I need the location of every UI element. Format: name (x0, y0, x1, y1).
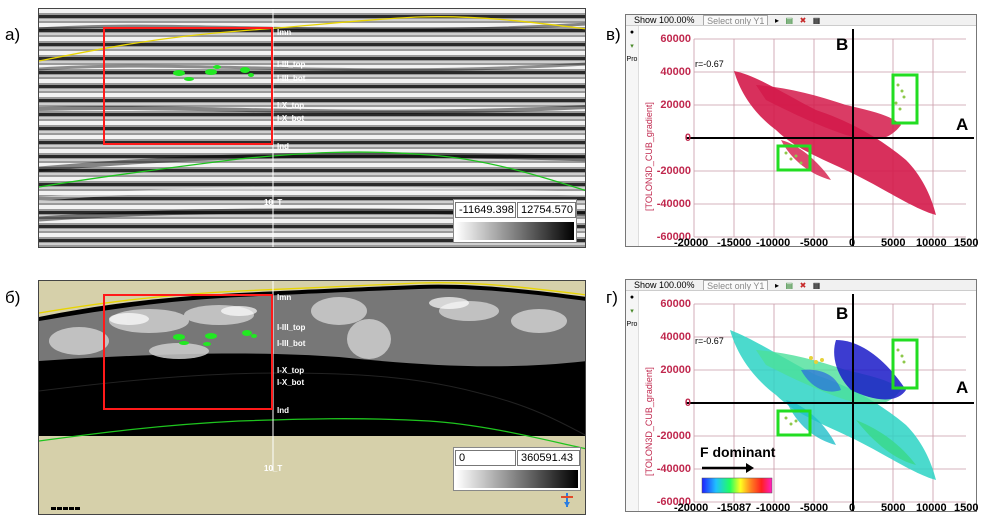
legend-label: F dominant (700, 444, 776, 460)
tool-icon[interactable]: ▸ (774, 281, 779, 290)
crossplot-toolbar: Show 100.00% Select only Y1 ▸ ▤ ✖ ▦ (626, 15, 976, 26)
y-tick: 40000 (660, 66, 691, 78)
y-tick: 20000 (660, 364, 691, 376)
seismic-image-a (39, 9, 585, 247)
show-percent-field[interactable]: Show 100.00% (634, 15, 695, 25)
panel-g-letter: г) (606, 288, 618, 307)
tool-icon[interactable]: ✖ (799, 16, 807, 25)
tool-icon[interactable]: ▦ (812, 16, 821, 25)
horizon-label: I-X_bot (277, 114, 305, 123)
label-a: A (956, 378, 969, 397)
y-tick: -60000 (656, 231, 691, 243)
seismic-section-a: Imn I-III_top I-III_bot I-X_top I-X_bot … (38, 8, 586, 248)
tool-icon[interactable]: ▸ (774, 16, 779, 25)
horizon-label: I-III_bot (277, 339, 306, 348)
crossplot-sidebar: ● ▾ Pro (626, 291, 639, 511)
x-tick: -20000 (674, 237, 709, 249)
colorbar-min[interactable]: 0 (455, 450, 516, 466)
x-tick: 0 (849, 237, 856, 249)
horizon-label: Ind (277, 406, 289, 415)
tool-icon[interactable]: ▦ (812, 281, 821, 290)
x-tick: -20000 (674, 502, 709, 514)
x-tick: 1500 (954, 237, 979, 249)
x-tick: 5000 (881, 502, 906, 514)
x-tick: -5000 (800, 502, 829, 514)
label-b: B (836, 304, 849, 323)
y-tick: 0 (684, 132, 691, 144)
label-b: B (836, 35, 849, 54)
y-tick: -20000 (656, 165, 691, 177)
x-tick: 5000 (881, 237, 906, 249)
x-tick: -15000 (717, 237, 752, 249)
y-tick: -40000 (656, 463, 691, 475)
x-tick: 10000 (916, 237, 947, 249)
tool-icon[interactable]: ▤ (785, 16, 794, 25)
colorbar-b: 0 360591.43 (453, 447, 581, 491)
horizon-label: I-III_top (277, 60, 306, 69)
red-box-b (103, 294, 273, 410)
y-tick: 40000 (660, 331, 691, 343)
y-tick: 60000 (660, 298, 691, 310)
r-value: r=-0.67 (695, 59, 724, 69)
select-only-dropdown[interactable]: Select only Y1 (703, 15, 769, 25)
y-tick: -40000 (656, 198, 691, 210)
colorbar-gradient (456, 222, 574, 240)
colorbar-min[interactable]: -11649.398 (455, 202, 516, 218)
horizon-label: Ind (277, 142, 289, 151)
red-box-a (103, 27, 273, 145)
x-tick: -10000 (756, 502, 791, 514)
crossplot-g: Show 100.00% Select only Y1 ▸ ▤ ✖ ▦ ● ▾ Pr… (625, 279, 979, 514)
y-tick: 0 (684, 397, 691, 409)
colorbar-max[interactable]: 360591.43 (517, 450, 580, 466)
show-percent-field[interactable]: Show 100.00% (634, 280, 695, 290)
horizon-label: I-X_bot (277, 378, 305, 387)
x-tick: -10000 (756, 237, 791, 249)
tool-icon[interactable]: ✖ (799, 281, 807, 290)
horizon-label: I-III_top (277, 323, 306, 332)
x-tick: 10000 (916, 502, 947, 514)
y-tick: -20000 (656, 430, 691, 442)
horizon-label: 10_T (264, 464, 283, 473)
horizon-label: Imn (277, 28, 292, 37)
panel-b-letter: б) (5, 288, 21, 307)
crossplot-sidebar: ● ▾ Pro (626, 26, 639, 246)
horizon-label: 10_T (264, 198, 283, 207)
select-only-dropdown[interactable]: Select only Y1 (703, 280, 769, 290)
colorbar-gradient (456, 470, 578, 488)
horizon-label: I-X_top (277, 366, 305, 375)
r-value: r=-0.67 (695, 336, 724, 346)
x-tick: 1500 (954, 502, 979, 514)
horizon-label: I-III_bot (277, 74, 306, 83)
seismic-section-b: Imn I-III_top I-III_bot I-X_top I-X_bot … (38, 280, 586, 515)
tool-icon[interactable]: ▤ (785, 281, 794, 290)
y-tick: 60000 (660, 33, 691, 45)
scatter-plot-v (686, 27, 974, 246)
crossplot-toolbar: Show 100.00% Select only Y1 ▸ ▤ ✖ ▦ (626, 280, 976, 291)
colorbar-max[interactable]: 12754.570 (517, 202, 576, 218)
crossplot-v: Show 100.00% Select only Y1 ▸ ▤ ✖ ▦ ● ▾ Pr… (625, 14, 979, 249)
panel-a-letter: а) (5, 25, 21, 44)
y-tick: -60000 (656, 496, 691, 508)
seismic-image-b (39, 281, 585, 514)
x-tick: 0 (849, 502, 856, 514)
x-tick: -5000 (800, 237, 829, 249)
colorbar-a: -11649.398 12754.570 (453, 199, 577, 243)
panel-v-letter: в) (606, 25, 621, 44)
horizon-label: I-X_top (277, 101, 305, 110)
y-tick: 20000 (660, 99, 691, 111)
compass-icon[interactable] (559, 491, 575, 509)
scatter-plot-g (686, 292, 974, 511)
x-tick: -15087 (717, 502, 752, 514)
horizon-label: Imn (277, 293, 292, 302)
label-a: A (956, 115, 969, 134)
